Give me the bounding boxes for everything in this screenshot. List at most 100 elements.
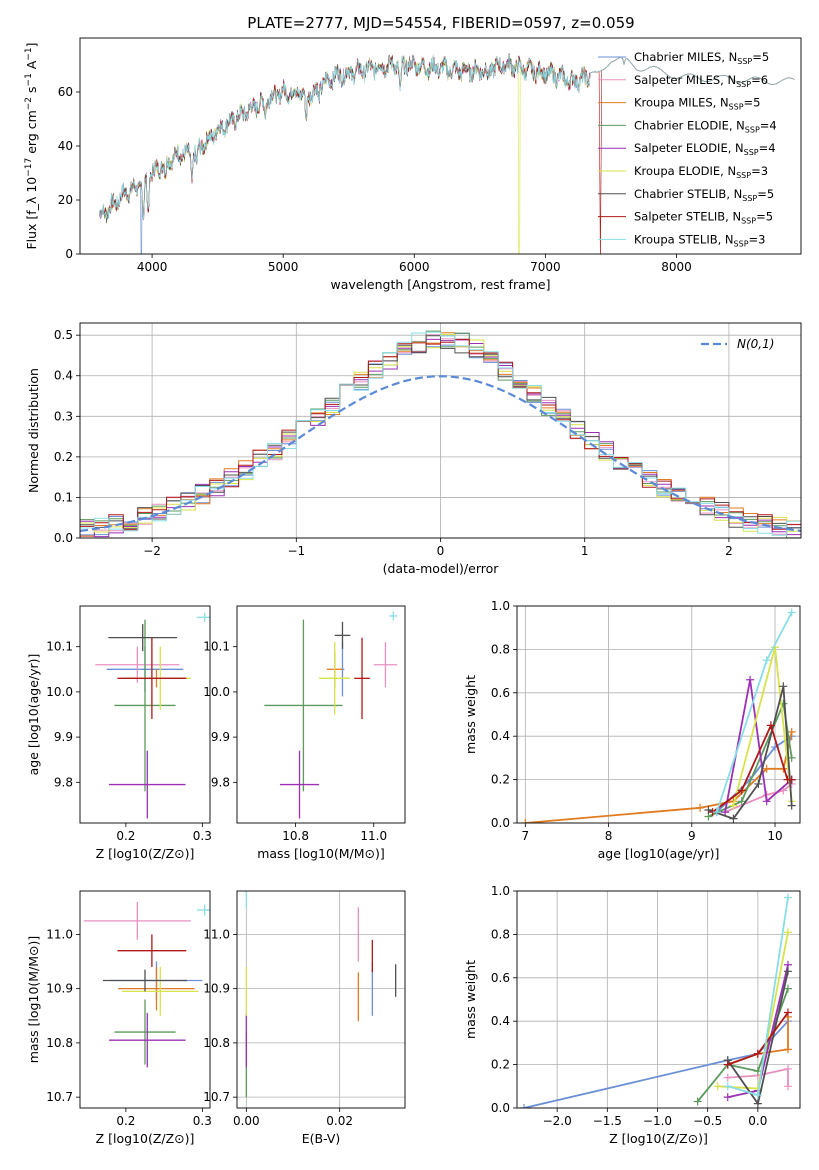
x-axis-label: (data-model)/error: [383, 561, 500, 576]
point-marker: [779, 682, 788, 691]
point-marker: [762, 797, 771, 806]
legend-nssp: =5: [756, 210, 773, 224]
point-marker: [729, 801, 738, 810]
y-tick-label: 10.0: [203, 685, 230, 699]
x-tick-label: 9: [688, 829, 696, 843]
point-marker: [787, 801, 796, 810]
legend-model-name: Kroupa STELIB, N: [634, 232, 734, 246]
y-tick-label: 0.6: [491, 686, 510, 700]
spectrum-panel: 4000 5000 6000 7000 8000 0 20 40 60 wavelength [A…: [24, 37, 802, 292]
y-tick-label: 1.0: [491, 884, 510, 898]
y-tick-label: 0.2: [491, 773, 510, 787]
y-tick-label: 10.7: [46, 1090, 73, 1104]
point-marker: [712, 808, 721, 817]
y-tick-label: 9.9: [54, 730, 73, 744]
label-part: mass [log10(M/M⊙)]: [26, 936, 41, 1064]
y-tick-label: 9.8: [54, 775, 73, 789]
age-vs-metallicity-panel: 0.2 0.3 9.8 9.9 10.0 10.1 Z [log10(Z/Z⊙)] age […: [26, 605, 212, 861]
point-marker: [696, 803, 705, 812]
point-marker: [787, 775, 796, 784]
y-tick-label: 10.1: [203, 640, 230, 654]
y-tick-label: 20: [58, 193, 73, 207]
point-marker: [723, 1082, 732, 1091]
x-tick-label: 4000: [137, 260, 168, 274]
mass-vs-metallicity-panel: 0.2 0.3 10.7 10.8 10.9 11.0 Z [log10(Z/Z⊙)] mas…: [26, 890, 212, 1146]
point-marker: [787, 608, 796, 617]
label-part: erg cm: [24, 110, 39, 158]
axes-frame: [236, 605, 406, 824]
y-tick-label: 0.4: [491, 1014, 510, 1028]
axes-frame: [516, 605, 801, 824]
legend-subscript: SSP: [736, 171, 751, 180]
y-tick-label: 10.0: [46, 685, 73, 699]
label-part: age [log10(age/yr)]: [26, 654, 41, 776]
y-axis-label: Normed distribution: [26, 368, 41, 493]
label-part: Z [log10(Z/Z⊙)]: [96, 846, 195, 861]
label-part: ]: [24, 42, 39, 47]
point-marker: [737, 786, 746, 795]
x-tick-label: −1.0: [643, 1114, 672, 1128]
legend-label: Kroupa ELODIE, NSSP=3: [634, 164, 768, 180]
point-marker: [783, 984, 792, 993]
x-tick-label: 7: [522, 829, 530, 843]
y-tick-label: 10.8: [46, 1036, 73, 1050]
x-tick-label: 8: [605, 829, 613, 843]
x-tick-label: 0.00: [233, 1114, 260, 1128]
y-tick-label: 0.1: [54, 490, 73, 504]
label-part: Flux [f_λ 10: [24, 177, 39, 250]
point-marker: [783, 1064, 792, 1073]
plot-area: [83, 901, 210, 1068]
y-axis-label: Flux [f_λ 10−17 erg cm−2 s−1 A−1]: [24, 42, 39, 249]
plot-area: [95, 612, 210, 819]
y-tick-label: 11.0: [46, 927, 73, 941]
axes-frame: [236, 890, 406, 1109]
x-tick-label: 10.8: [282, 829, 309, 843]
plot-area: [264, 611, 398, 819]
y-tick-label: 10.9: [46, 982, 73, 996]
point-marker: [723, 1073, 732, 1082]
plot-area: [99, 53, 795, 254]
x-axis-label: E(B-V): [302, 1131, 341, 1146]
label-part: wavelength [Angstrom, rest frame]: [330, 277, 550, 292]
label-part: −2: [24, 97, 34, 110]
point-marker: [783, 1045, 792, 1054]
y-tick-label: 0.6: [491, 971, 510, 985]
point-marker: [787, 727, 796, 736]
x-tick-label: 11.0: [360, 829, 387, 843]
y-tick-label: 10.8: [203, 1036, 230, 1050]
legend-subscript: SSP: [742, 194, 757, 203]
point-marker: [753, 1099, 762, 1108]
mass-weight-vs-metallicity-panel: −2.0 −1.5 −1.0 −0.5 0.0 0.0 0.2 0.4 0.6 0.8 1.0 Z […: [463, 884, 801, 1146]
point-marker: [783, 1082, 792, 1091]
x-tick-label: 0.3: [193, 829, 212, 843]
normal-reference-curve: [80, 375, 801, 532]
mass-weight-line: [727, 1067, 789, 1087]
label-part: −1: [24, 73, 34, 86]
x-tick-label: −2.0: [543, 1114, 572, 1128]
point-marker: [693, 1097, 702, 1106]
x-axis-label: Z [log10(Z/Z⊙)]: [96, 1131, 195, 1146]
point-marker: [729, 814, 738, 823]
legend-model-name: Kroupa ELODIE, N: [634, 164, 736, 178]
legend-subscript: SSP: [741, 217, 756, 226]
mass-weight-line: [525, 731, 793, 823]
y-tick-label: 1.0: [491, 599, 510, 613]
x-axis-label: Z [log10(Z/Z⊙)]: [96, 846, 195, 861]
x-tick-label: 10: [767, 829, 782, 843]
y-tick-label: 0.2: [491, 1058, 510, 1072]
y-tick-label: 0.0: [491, 816, 510, 830]
y-tick-label: 0.4: [54, 369, 73, 383]
plot-area: [521, 608, 796, 823]
x-tick-label: 5000: [268, 260, 299, 274]
point-marker: [746, 675, 755, 684]
legend-nssp: =5: [757, 187, 774, 201]
point-marker: [737, 797, 746, 806]
age-vs-mass-panel: 10.8 11.0 9.8 9.9 10.0 10.1 mass [log10(M/M⊙)]: [203, 605, 406, 861]
point-marker: [753, 1049, 762, 1058]
point-marker: [762, 764, 771, 773]
plot-area: [80, 330, 801, 538]
legend-model-name: Kroupa MILES, N: [634, 96, 729, 110]
legend-label: Chabrier MILES, NSSP=5: [634, 50, 769, 66]
mass-weight-vs-age-panel: 7 8 9 10 0.0 0.2 0.4 0.6 0.8 1.0 age [log10(age/yr…: [463, 599, 801, 861]
point-marker: [704, 805, 713, 814]
